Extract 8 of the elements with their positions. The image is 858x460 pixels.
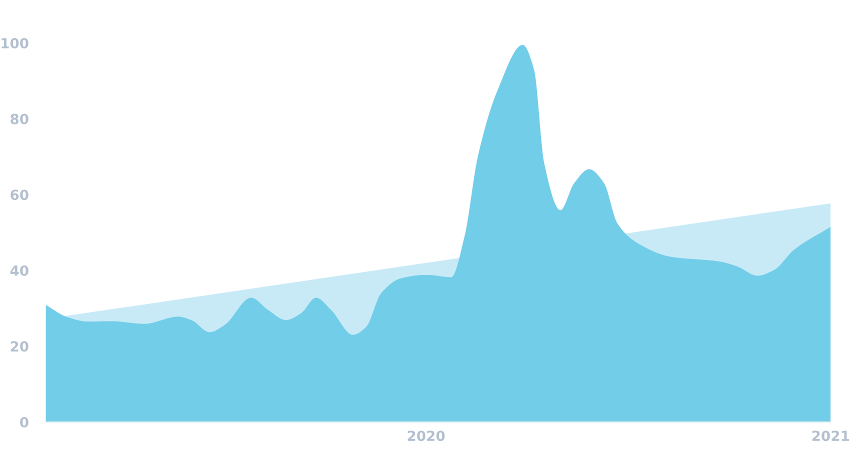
x-tick-label: 2021 (812, 430, 850, 442)
y-tick-label: 100 (2, 38, 28, 48)
y-tick-label: 20 (10, 341, 28, 352)
y-tick-label: 0 (20, 416, 28, 428)
y-tick-label: 80 (10, 114, 28, 124)
y-tick-label: 60 (10, 190, 28, 200)
x-tick-label: 2020 (408, 430, 445, 442)
y-tick-label: 40 (10, 265, 28, 276)
